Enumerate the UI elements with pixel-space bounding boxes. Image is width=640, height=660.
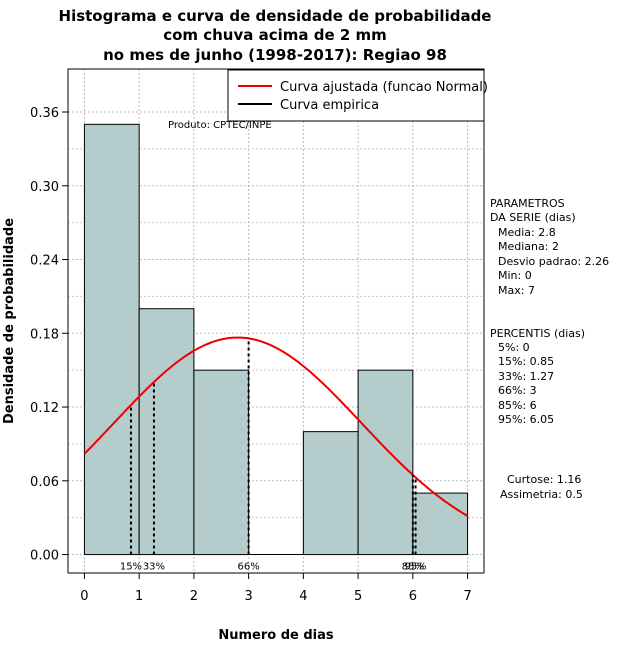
parameter-mean: Media: 2.8	[498, 226, 556, 239]
histogram-bar-5	[358, 370, 413, 554]
percentile-label-1: 33%	[143, 562, 165, 573]
y-tick-label-4: 0.24	[30, 254, 59, 269]
skewness: Assimetria: 0.5	[500, 488, 583, 501]
chart-title-line-3: no mes de junho (1998-2017): Regiao 98	[103, 46, 447, 64]
chart-title-line-2: com chuva acima de 2 mm	[163, 26, 387, 44]
percentile-label-4: 95%	[404, 562, 426, 573]
parameter-median: Mediana: 2	[498, 240, 559, 253]
parameter-max: Max: 7	[498, 284, 535, 297]
percentile-95: 95%: 6.05	[498, 413, 554, 426]
percentile-label-0: 15%	[120, 562, 142, 573]
percentile-15: 15%: 0.85	[498, 355, 554, 368]
percentiles-heading: PERCENTIS (dias)	[490, 327, 585, 340]
y-axis-ticks: 0.00 0.06 0.12 0.18 0.24 0.30 0.36	[30, 106, 68, 564]
percentile-66: 66%: 3	[498, 384, 537, 397]
y-tick-label-2: 0.12	[30, 401, 59, 416]
x-tick-label-2: 2	[190, 589, 198, 604]
side-shape: Curtose: 1.16 Assimetria: 0.5	[500, 473, 583, 501]
x-axis-label: Numero de dias	[218, 628, 334, 643]
legend-box	[228, 70, 484, 121]
x-tick-label-0: 0	[80, 589, 88, 604]
y-tick-label-6: 0.36	[30, 106, 59, 121]
x-tick-label-1: 1	[135, 589, 143, 604]
x-tick-label-6: 6	[409, 589, 417, 604]
histogram-bar-4	[303, 432, 358, 555]
legend-label-empirical: Curva empirica	[280, 98, 379, 113]
y-tick-label-0: 0.00	[30, 549, 59, 564]
histogram-bars	[84, 124, 467, 554]
y-tick-label-3: 0.18	[30, 327, 59, 342]
parameters-heading-2: DA SERIE (dias)	[490, 211, 576, 224]
parameter-sd: Desvio padrao: 2.26	[498, 255, 609, 268]
percentile-33: 33%: 1.27	[498, 370, 554, 383]
side-percentiles: PERCENTIS (dias) 5%: 0 15%: 0.85 33%: 1.…	[490, 327, 585, 426]
x-axis-ticks: 0 1 2 3 4 5 6 7	[80, 573, 471, 604]
histogram-bar-2	[194, 370, 249, 554]
kurtosis: Curtose: 1.16	[507, 473, 581, 486]
percentile-85: 85%: 6	[498, 399, 537, 412]
chart-title-line-1: Histograma e curva de densidade de proba…	[59, 7, 492, 25]
legend: Curva ajustada (funcao Normal) Curva emp…	[228, 70, 488, 121]
parameter-min: Min: 0	[498, 269, 532, 282]
y-tick-label-5: 0.30	[30, 180, 59, 195]
parameters-heading-1: PARAMETROS	[490, 197, 565, 210]
histogram-bar-0	[84, 124, 139, 554]
x-tick-label-3: 3	[244, 589, 252, 604]
y-tick-label-1: 0.06	[30, 475, 59, 490]
side-parameters: PARAMETROS DA SERIE (dias) Media: 2.8 Me…	[490, 197, 609, 297]
product-annotation: Produto: CPTEC/INPE	[168, 120, 272, 131]
x-tick-label-4: 4	[299, 589, 307, 604]
legend-label-normal: Curva ajustada (funcao Normal)	[280, 80, 488, 95]
percentile-label-2: 66%	[238, 562, 260, 573]
x-tick-label-5: 5	[354, 589, 362, 604]
percentile-5: 5%: 0	[498, 341, 530, 354]
histogram-bar-1	[139, 309, 194, 555]
percentile-labels: 15% 33% 66% 85%95%	[120, 562, 427, 573]
y-axis-label: Densidade de probabilidade	[2, 218, 17, 424]
histogram-bar-6	[413, 493, 468, 554]
histogram-chart: Histograma e curva de densidade de proba…	[0, 0, 640, 660]
x-tick-label-7: 7	[463, 589, 471, 604]
